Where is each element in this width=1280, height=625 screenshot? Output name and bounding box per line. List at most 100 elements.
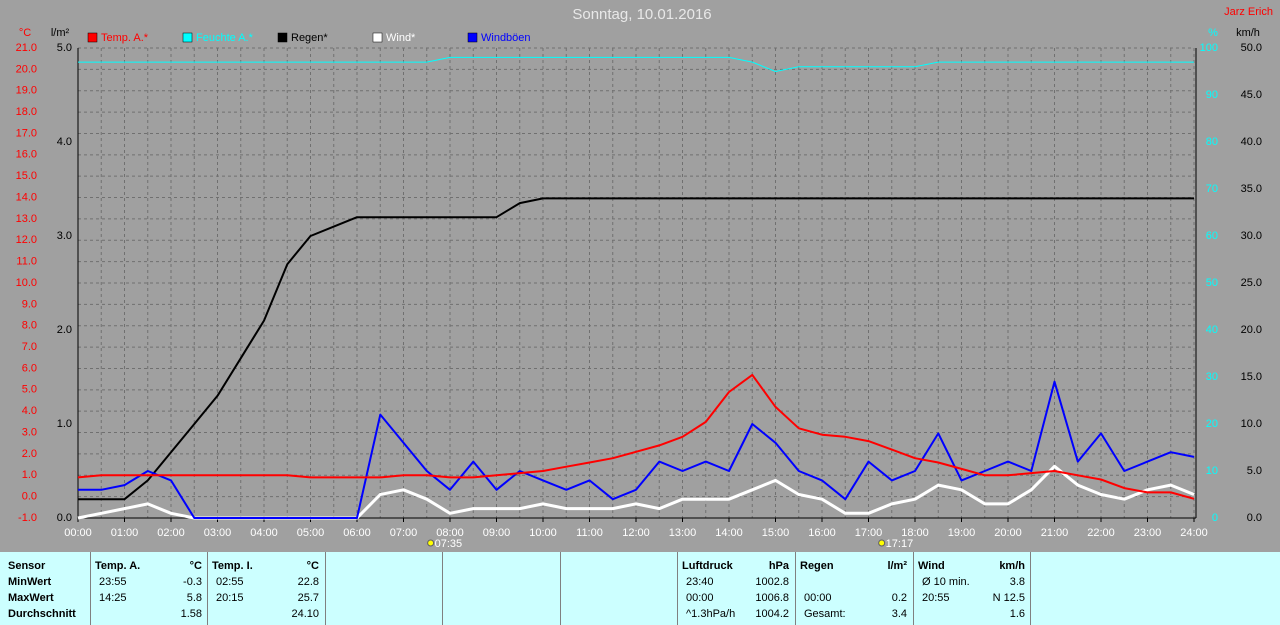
panel-title: Wind [918,560,945,572]
y-tick-label: 20.0 [1241,324,1262,336]
cell-label: Ø 10 min. [922,576,970,588]
chart: Sonntag, 10.01.2016 Jarz Erich °C -1.0 0.0… [16,6,1273,550]
cell-value: 25.7 [297,592,319,604]
y-tick-label: 20 [1206,418,1218,430]
x-tick-label: 15:00 [762,527,790,539]
legend-label: Wind* [386,32,416,44]
panel-title: Luftdruck [682,560,733,572]
cell-label: 00:00 [686,592,714,604]
legend-swatch [277,32,288,43]
cell-label: 00:00 [804,592,832,604]
axis-unit: l/m² [51,27,70,39]
y-tick-label: 15.0 [16,170,37,182]
chart-title: Sonntag, 10.01.2016 [572,6,711,23]
x-tick-label: 12:00 [622,527,650,539]
x-tick-label: 04:00 [250,527,278,539]
x-tick-label: 24:00 [1180,527,1208,539]
x-tick-label: 02:00 [157,527,185,539]
y-tick-label: 11.0 [16,256,37,268]
y-tick-label: 2.0 [57,324,72,336]
y-tick-label: 90 [1206,89,1218,101]
y-tick-label: 2.0 [22,448,37,460]
y-tick-label: 70 [1206,183,1218,195]
y-tick-label: 30.0 [1241,230,1262,242]
series-line [78,197,1194,501]
y-tick-label: 3.0 [22,426,37,438]
y-tick-label: 80 [1206,136,1218,148]
y-tick-label: 14.0 [16,191,37,203]
stats-table: Sensor MinWert MaxWert Durchschnitt Temp. A.… [0,552,1280,625]
cell-label: 20:15 [216,592,244,604]
y-tick-label: 40.0 [1241,136,1262,148]
x-tick-label: 17:00 [855,527,883,539]
x-tick-label: 20:00 [994,527,1022,539]
separator [913,552,914,625]
cell-label: 20:55 [922,592,950,604]
x-tick-label: 19:00 [948,527,976,539]
series-line [78,56,1194,72]
y-tick-label: 45.0 [1241,89,1262,101]
x-tick-label: 14:00 [715,527,743,539]
panel-unit: °C [306,560,319,572]
y-tick-label: 5.0 [22,384,37,396]
series-line [77,373,1195,500]
y-tick-label: -1.0 [18,512,37,524]
y-tick-label: 12.0 [16,234,37,246]
legend-swatch [87,32,98,43]
cell-label: 23:55 [99,576,127,588]
y-tick-label: 50.0 [1241,42,1262,54]
x-tick-label: 09:00 [483,527,511,539]
cell-value: 1.6 [1009,608,1025,620]
y-tick-label: 5.0 [57,42,72,54]
row-label: MaxWert [8,592,54,604]
sunset-label: 17:17 [886,538,914,550]
legend-label: Feuchte A.* [196,32,254,44]
x-tick-label: 10:00 [529,527,557,539]
y-tick-label: 50 [1206,277,1218,289]
y-tick-label: 9.0 [22,298,37,310]
axis-unit: °C [19,27,31,39]
sunrise-label: 07:35 [435,538,463,550]
cell-label: 23:40 [686,576,714,588]
x-tick-label: 16:00 [808,527,836,539]
separator [325,552,326,625]
row-label: Sensor [8,560,46,572]
separator [560,552,561,625]
cell-value: 3.8 [1009,576,1025,588]
y-tick-label: 35.0 [1241,183,1262,195]
cell-value: 1004.2 [755,608,789,620]
y-tick-label: 40 [1206,324,1218,336]
separator [207,552,208,625]
x-tick-label: 07:00 [390,527,418,539]
panel-unit: km/h [999,560,1025,572]
legend-swatch [372,32,383,43]
y-tick-label: 18.0 [16,106,37,118]
y-tick-label: 19.0 [16,85,37,97]
x-tick-label: 08:00 [436,527,464,539]
x-tick-label: 11:00 [576,527,603,539]
cell-value: 0.2 [891,592,907,604]
separator [795,552,796,625]
series-line [78,380,1195,519]
separator [677,552,678,625]
panel-unit: °C [189,560,202,572]
x-tick-label: 23:00 [1134,527,1162,539]
x-tick-label: 03:00 [204,527,232,539]
y-tick-label: 6.0 [22,362,37,374]
cell-value: -0.3 [183,576,202,588]
y-tick-label: 15.0 [1241,371,1262,383]
y-tick-label: 4.0 [57,136,72,148]
y-tick-label: 7.0 [22,341,37,353]
y-tick-label: 4.0 [22,405,37,417]
y-tick-label: 1.0 [22,469,37,481]
legend-label: Regen* [291,32,328,44]
x-tick-label: 00:00 [64,527,92,539]
y-tick-label: 10 [1206,465,1218,477]
x-tick-label: 22:00 [1087,527,1115,539]
y-tick-label: 25.0 [1241,277,1262,289]
cell-value: 22.8 [297,576,319,588]
legend-label: Temp. A.* [101,32,149,44]
x-tick-label: 06:00 [343,527,371,539]
axis-unit: km/h [1236,27,1260,39]
